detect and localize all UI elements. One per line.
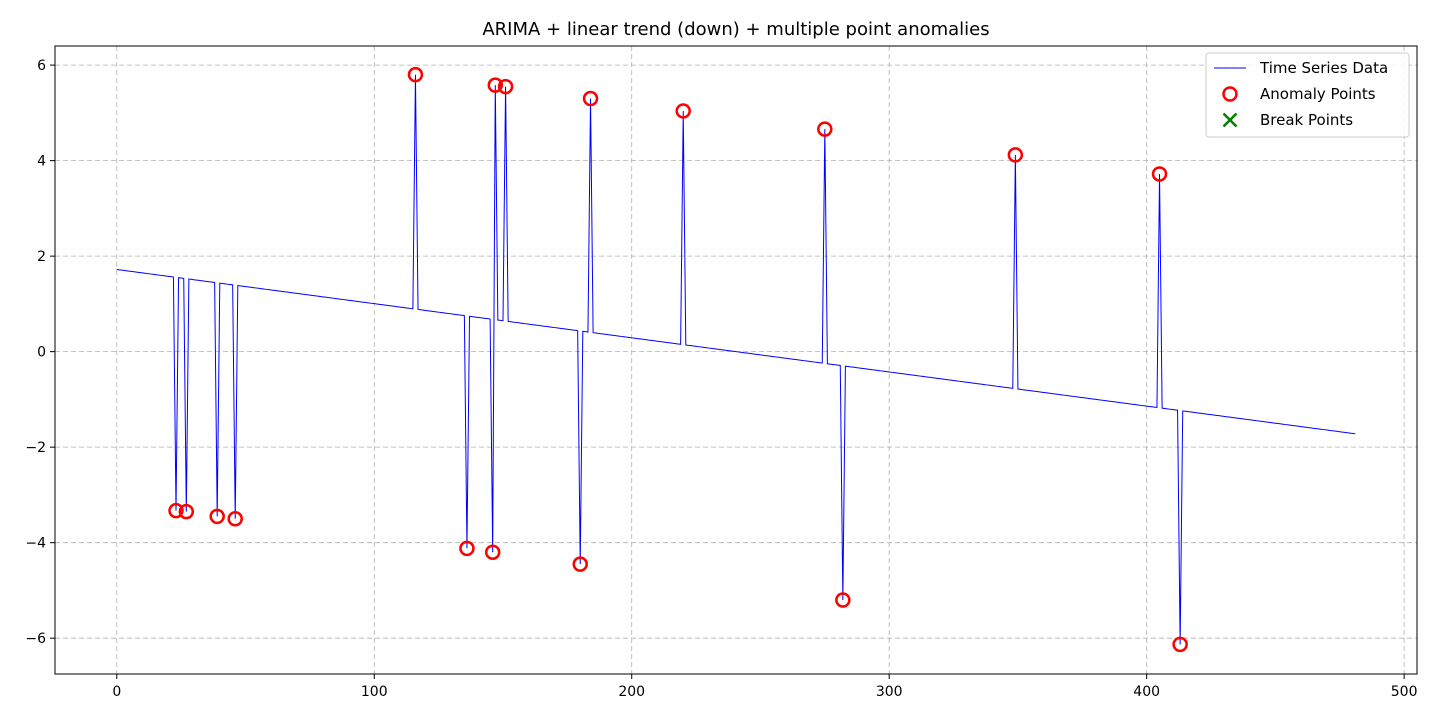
chart-title: ARIMA + linear trend (down) + multiple p…	[482, 19, 989, 40]
y-tick-label: −4	[25, 536, 46, 552]
y-tick-label: 0	[37, 345, 46, 361]
legend-break-swatch	[1222, 112, 1238, 128]
anomaly-point	[675, 103, 691, 119]
anomaly-point	[572, 556, 588, 572]
anomaly-point	[227, 511, 243, 527]
plot-frame	[54, 45, 1418, 675]
anomaly-point	[209, 508, 225, 525]
anomaly-point	[582, 90, 599, 107]
y-tick-label: 2	[37, 249, 46, 265]
anomaly-point	[1172, 636, 1188, 653]
legend-anomaly-swatch	[1222, 86, 1238, 102]
anomaly-point	[487, 77, 504, 93]
y-tick-label: −6	[25, 631, 46, 647]
x-tick-label: 400	[1133, 684, 1160, 700]
x-tick-label: 100	[361, 684, 388, 700]
anomaly-point	[1151, 166, 1168, 182]
legend-label: Time Series Data	[1259, 59, 1388, 77]
time-series-line	[116, 74, 1356, 645]
anomaly-point	[168, 502, 184, 519]
legend-box	[1205, 52, 1410, 138]
legend: Time Series Data Anomaly Points Break Poin…	[1205, 52, 1410, 138]
legend-label: Anomaly Points	[1260, 85, 1376, 103]
y-tick-label: 6	[37, 58, 46, 74]
series-layer	[116, 66, 1356, 653]
anomaly-point	[1007, 147, 1024, 163]
anomaly-point	[817, 121, 833, 137]
y-tick-label: 4	[37, 154, 46, 170]
x-tick-label: 0	[112, 684, 121, 700]
x-tick-label: 500	[1391, 684, 1418, 700]
anomaly-point	[459, 540, 475, 557]
anomaly-point	[484, 544, 501, 560]
grid	[55, 46, 1417, 674]
axis-ticks: 0 100 200 300 400 500 −6 −4 −2 0 2 4 6	[25, 58, 1417, 700]
anomaly-point	[178, 503, 195, 520]
y-tick-label: −2	[25, 440, 46, 456]
x-tick-label: 200	[618, 684, 645, 700]
x-tick-label: 300	[876, 684, 903, 700]
anomaly-point	[835, 592, 851, 608]
anomaly-point	[407, 66, 424, 83]
anomaly-point	[497, 78, 514, 95]
legend-label: Break Points	[1260, 111, 1353, 129]
